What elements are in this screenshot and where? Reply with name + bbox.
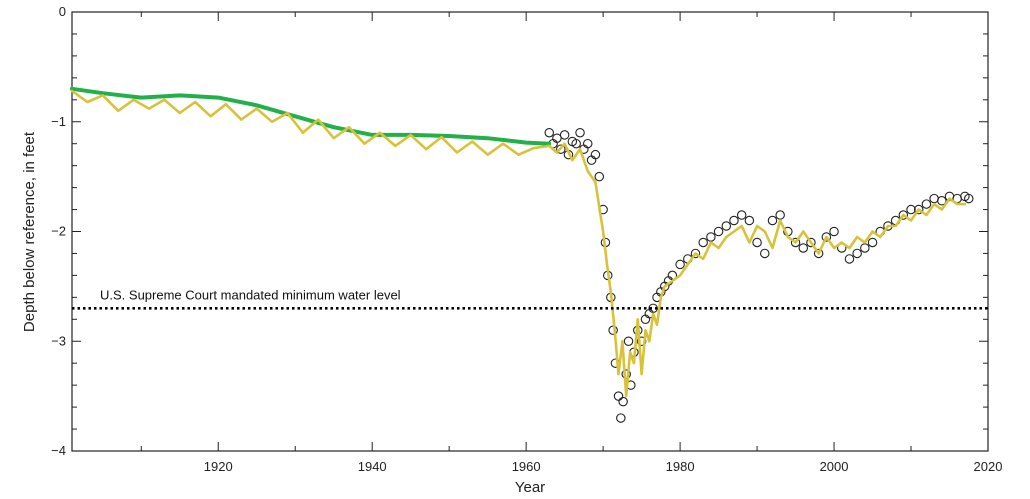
y-tick-label-2: −2 [51, 224, 66, 239]
x-tick-label-4: 2000 [820, 459, 849, 474]
y-tick-label-0: 0 [59, 4, 66, 19]
observed-point [706, 232, 716, 242]
observed-point [571, 138, 581, 149]
observed-point [906, 204, 916, 215]
observed-point [544, 127, 554, 138]
x-tick-label-2: 1960 [512, 459, 541, 474]
axis-ticks [72, 11, 989, 452]
observed-point [937, 196, 947, 206]
x-axis-title: Year [515, 479, 545, 496]
y-axis-title: Depth below reference, in feet [21, 131, 38, 332]
observed-point [798, 243, 809, 253]
series-green-line [70, 86, 552, 146]
observed-point [613, 391, 624, 401]
observed-point [618, 396, 628, 407]
observed-point [921, 199, 932, 209]
observed-point [898, 210, 909, 220]
observed-point [760, 248, 770, 259]
observed-point [729, 215, 739, 226]
observed-point [594, 171, 605, 182]
x-tick-label-1: 1940 [358, 459, 387, 474]
x-tick-label-0: 1920 [204, 459, 233, 474]
series-yellow-line [70, 89, 967, 398]
observed-point [552, 133, 562, 143]
x-tick-label-5: 2020 [974, 459, 1003, 474]
observed-point [813, 248, 824, 259]
observed-point [767, 215, 778, 226]
observed-point [616, 413, 626, 423]
y-tick-label-3: −3 [51, 333, 66, 348]
observed-point [790, 237, 801, 248]
reference-line-label: U.S. Supreme Court mandated minimum wate… [100, 287, 401, 302]
observed-point [852, 248, 862, 259]
observed-point [556, 144, 566, 154]
plot-frame [71, 11, 989, 452]
observed-point [821, 232, 832, 242]
observed-point [736, 210, 747, 220]
observed-point [964, 193, 974, 204]
observed-point [844, 254, 855, 264]
data-marks [70, 86, 974, 423]
observed-point [775, 210, 785, 220]
observed-point [690, 248, 701, 259]
observed-point [860, 243, 870, 253]
observed-point [913, 204, 924, 215]
observed-point [752, 237, 762, 248]
axis-tick-labels: 1920 1940 1960 1980 2000 2020 0 −1 −2 −3 −4 [51, 4, 1002, 474]
observed-point [575, 127, 585, 138]
observed-point [698, 237, 708, 248]
observed-point [867, 237, 878, 248]
x-tick-label-3: 1980 [666, 459, 695, 474]
series-observed-points [544, 127, 974, 423]
observed-point [929, 193, 939, 204]
observed-point [623, 336, 634, 346]
y-tick-label-4: −4 [51, 443, 66, 458]
observed-point [675, 259, 685, 270]
observed-point [806, 237, 816, 248]
observed-point [713, 226, 724, 237]
observed-point [590, 149, 601, 160]
y-tick-label-1: −1 [51, 114, 66, 129]
observed-point [559, 130, 570, 140]
observed-point [829, 226, 839, 237]
observed-point [721, 221, 732, 231]
observed-point [582, 138, 593, 149]
observed-point [744, 215, 755, 226]
